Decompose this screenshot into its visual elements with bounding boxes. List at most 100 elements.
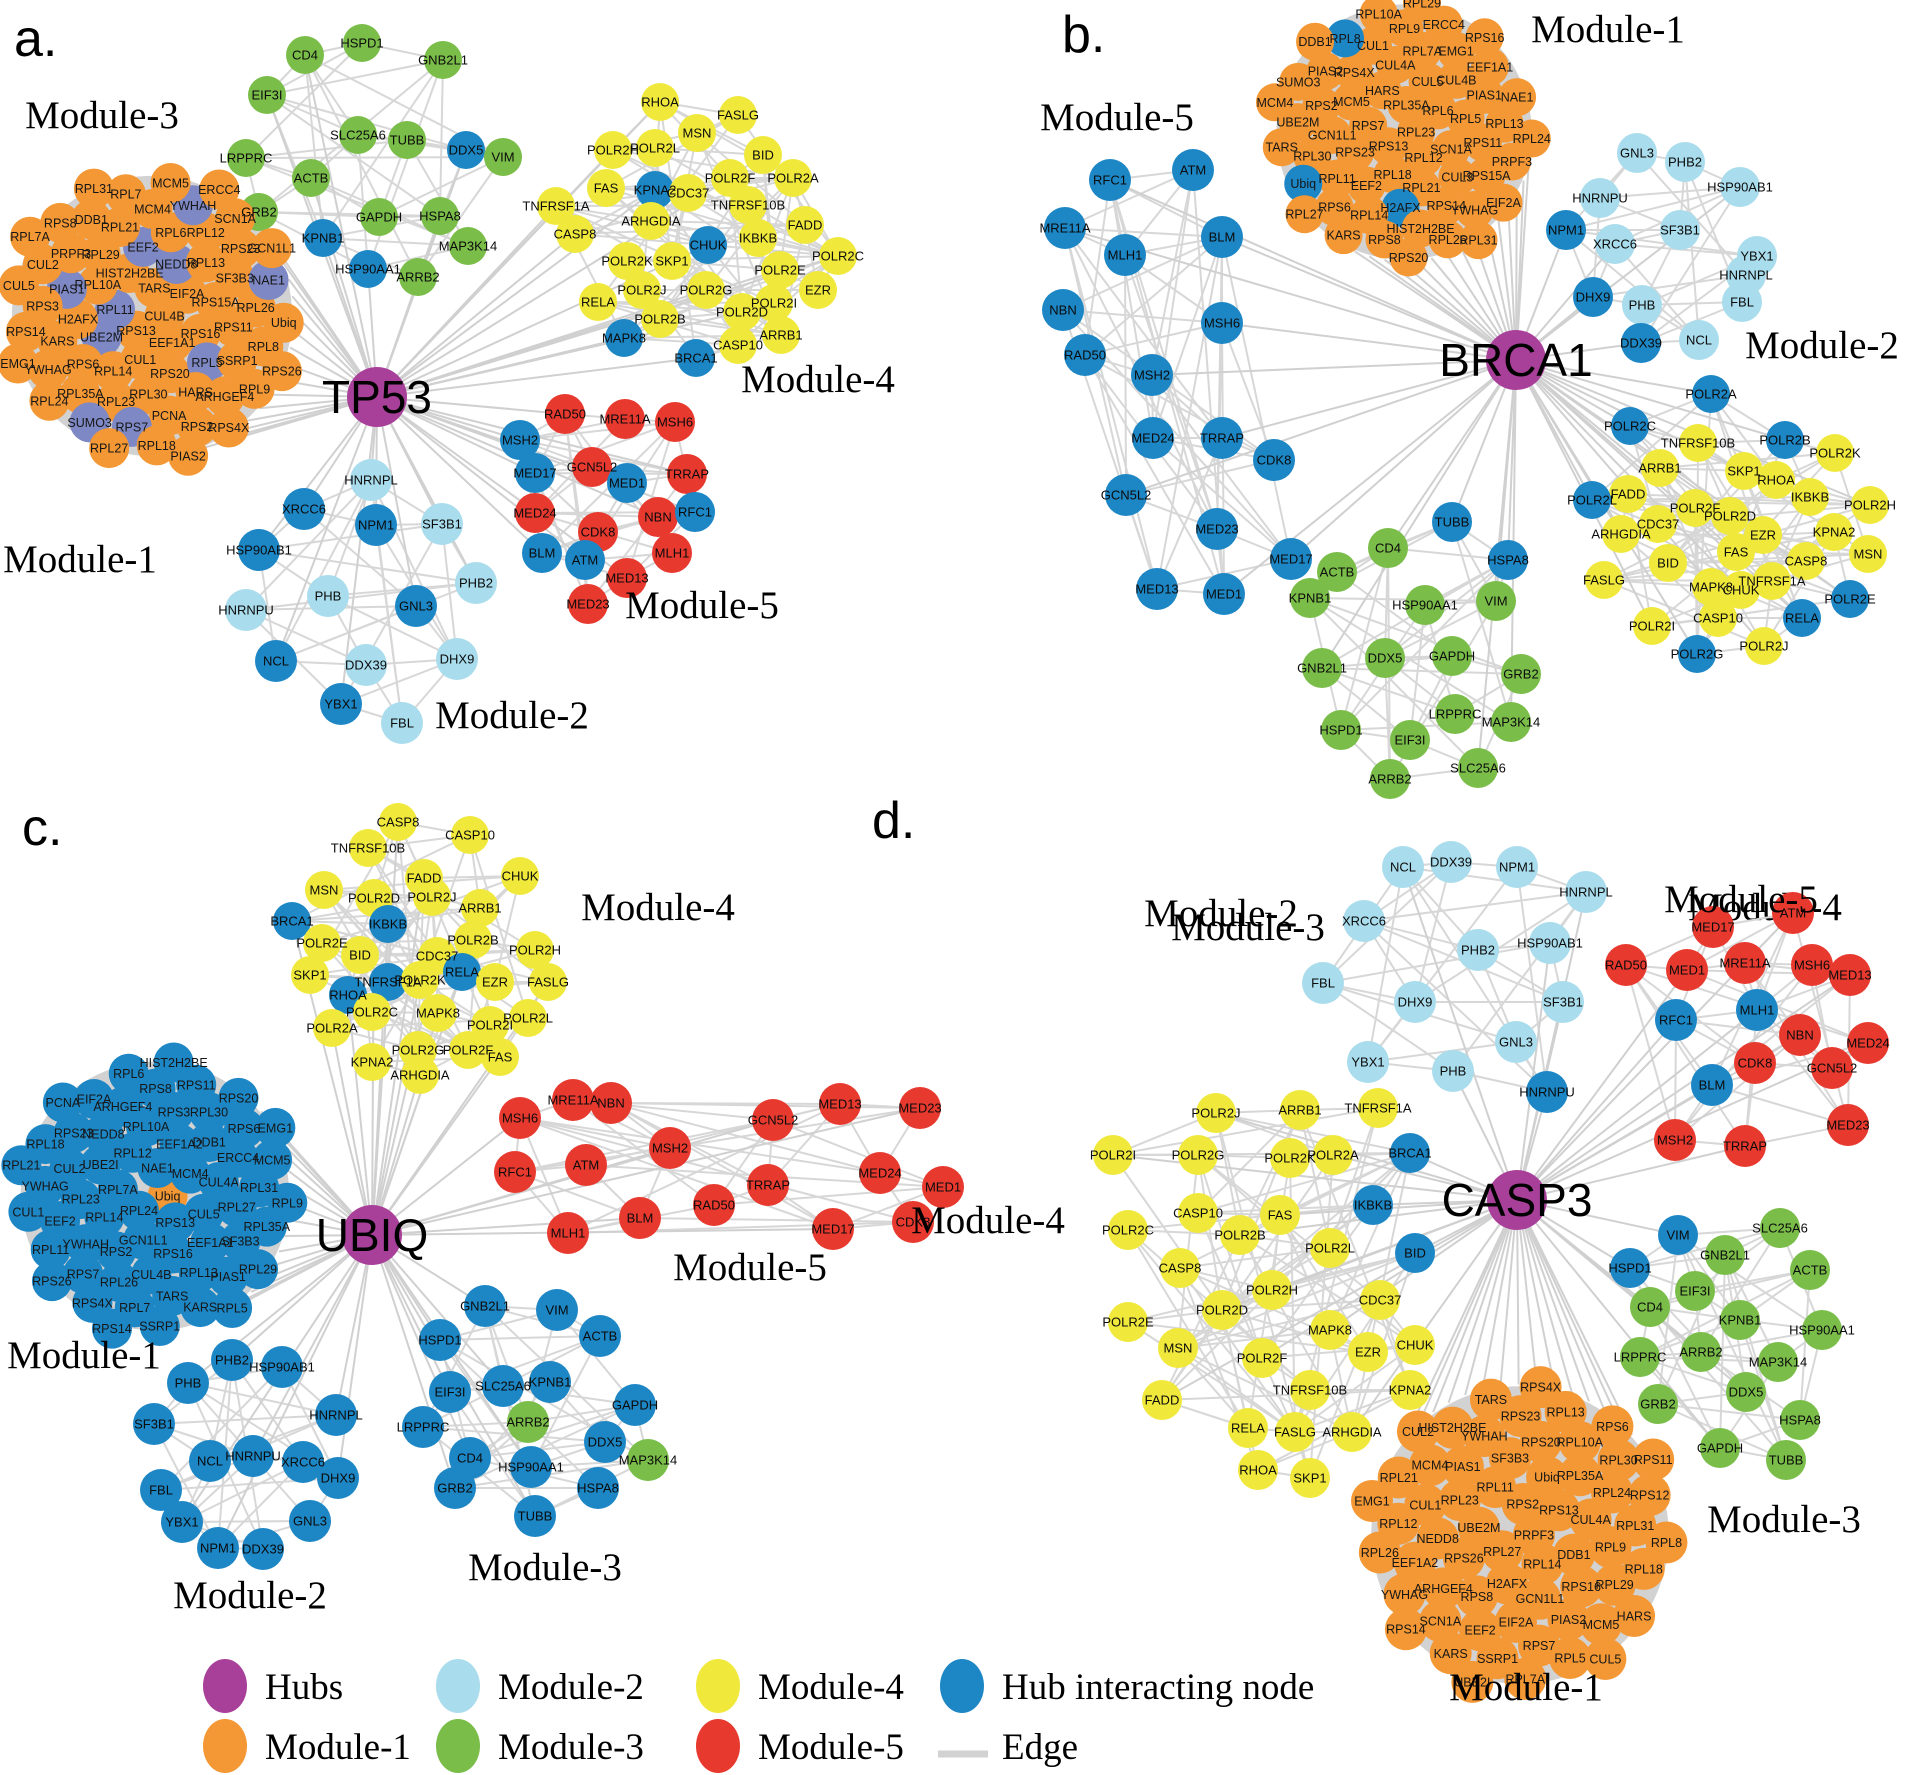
node-label-RPL31: RPL31	[1616, 1519, 1654, 1533]
node-POLR2H	[594, 131, 632, 169]
node-label-FASLG: FASLG	[717, 108, 759, 123]
node-CDK8	[892, 1201, 934, 1243]
node-label-CUL5: CUL5	[1412, 75, 1444, 89]
node-NCL	[1679, 320, 1719, 360]
node-YBX1	[320, 683, 362, 725]
node-RPL31	[1459, 221, 1498, 260]
node-label-POLR2I: POLR2I	[751, 296, 797, 311]
node-KARS	[180, 1287, 221, 1328]
edge	[449, 1335, 601, 1393]
node-label-MED17: MED17	[811, 1222, 854, 1237]
edge	[417, 156, 504, 278]
node-label-ARHGEF4: ARHGEF4	[93, 1100, 152, 1114]
node-RPS6	[1591, 1405, 1634, 1448]
edge	[1657, 1254, 1726, 1405]
node-label-MAPK8: MAPK8	[1308, 1323, 1352, 1338]
node-LRPPRC	[227, 139, 265, 177]
node-BID	[341, 936, 379, 974]
node-label-NBN: NBN	[597, 1096, 624, 1111]
node-label-PRPF3: PRPF3	[51, 247, 91, 261]
node-CHUK	[1395, 1325, 1435, 1365]
node-MRE11A	[552, 1079, 594, 1121]
node-label-HSPD1: HSPD1	[340, 36, 383, 51]
node-label-MED13: MED13	[1135, 582, 1178, 597]
node-CD4	[1630, 1287, 1670, 1327]
node-RPL11	[1318, 159, 1357, 198]
node-label-RPL31: RPL31	[1459, 234, 1497, 248]
node-label-ARRB2: ARRB2	[396, 270, 439, 285]
node-label-RPL30: RPL30	[129, 388, 167, 402]
node-POLR2I	[471, 1006, 509, 1044]
node-POLR2E	[303, 924, 341, 962]
node-label-YBX1: YBX1	[165, 1515, 198, 1530]
node-RPL24	[1512, 119, 1551, 158]
node-MRE11A	[1044, 207, 1086, 249]
hub-edge	[1261, 1199, 1518, 1359]
legend-label-hubs: Hubs	[265, 1667, 343, 1708]
node-MED17	[1270, 538, 1312, 580]
node-MAPK8	[1692, 568, 1730, 606]
node-label-MSN: MSN	[1164, 1341, 1193, 1356]
edge	[406, 139, 469, 247]
node-label-CHUK: CHUK	[1723, 583, 1760, 598]
node-CUL4B	[1437, 60, 1476, 99]
node-label-HSP90AA1: HSP90AA1	[1392, 598, 1458, 613]
node-HNRNPL	[315, 1394, 357, 1436]
node-label-CHUK: CHUK	[502, 869, 539, 884]
node-label-EMG1: EMG1	[1438, 44, 1473, 58]
node-HSP90AB1	[1529, 922, 1571, 964]
node-MLH1	[1736, 989, 1778, 1031]
node-label-SF3B1: SF3B1	[134, 1417, 174, 1432]
node-label-TRRAP: TRRAP	[665, 467, 709, 482]
hub-node-CASP3	[1487, 1170, 1547, 1230]
node-label-ARHGDIA: ARHGDIA	[621, 214, 681, 229]
hub-edge	[1221, 236, 1517, 361]
node-label-RPL30: RPL30	[1599, 1454, 1637, 1468]
node-SLC25A6	[1760, 1208, 1800, 1248]
node-RPL31	[73, 168, 114, 209]
hub-edge	[1125, 359, 1517, 496]
node-BID	[1395, 1233, 1435, 1273]
edge	[258, 211, 441, 217]
node-label-FADD: FADD	[407, 871, 442, 886]
node-label-POLR2E: POLR2E	[1824, 592, 1876, 607]
node-MED1	[607, 463, 647, 503]
node-MAP3K14	[1758, 1342, 1798, 1382]
node-VIM	[1476, 581, 1516, 621]
legend-swatch-hubs	[203, 1659, 247, 1713]
node-label-MED1: MED1	[1206, 587, 1242, 602]
edge	[1064, 169, 1194, 229]
edge	[610, 1102, 881, 1174]
edge	[1592, 274, 1747, 298]
node-HARS	[1613, 1595, 1656, 1638]
node-TRRAP	[667, 454, 707, 494]
node-RPS14	[5, 311, 46, 352]
node-label-NCL: NCL	[263, 654, 289, 669]
node-GNB2L1	[464, 1285, 506, 1327]
node-label-BLM: BLM	[1699, 1078, 1726, 1093]
node-label-RPL10A: RPL10A	[1556, 1436, 1603, 1450]
node-label-TRRAP: TRRAP	[746, 1178, 790, 1193]
node-label-EZR: EZR	[1750, 528, 1776, 543]
edge	[441, 523, 458, 660]
node-label-RPS7: RPS7	[1352, 119, 1385, 133]
module-caption-module-4-panel-2: Module-4	[581, 886, 735, 929]
node-label-EEF1A1: EEF1A1	[187, 1236, 234, 1250]
node-POLR2J	[1745, 627, 1783, 665]
node-RELA	[1783, 599, 1821, 637]
node-MED24	[515, 493, 555, 533]
node-CASP8	[1787, 542, 1825, 580]
node-GAPDH	[1432, 636, 1472, 676]
node-HSP90AA1	[510, 1446, 552, 1488]
edge	[530, 1335, 601, 1468]
node-label-DDX5: DDX5	[449, 143, 484, 158]
node-label-GCN1L1: GCN1L1	[1516, 1592, 1565, 1606]
node-label-POLR2A: POLR2A	[306, 1021, 358, 1036]
node-RHOA	[641, 83, 679, 121]
node-POLR2B	[454, 921, 492, 959]
edge	[1152, 437, 1292, 560]
node-HNRNPU	[232, 1435, 274, 1477]
hub-edge	[252, 1234, 373, 1457]
node-MSH6	[1791, 944, 1833, 986]
node-label-EEF2: EEF2	[1465, 1624, 1496, 1638]
